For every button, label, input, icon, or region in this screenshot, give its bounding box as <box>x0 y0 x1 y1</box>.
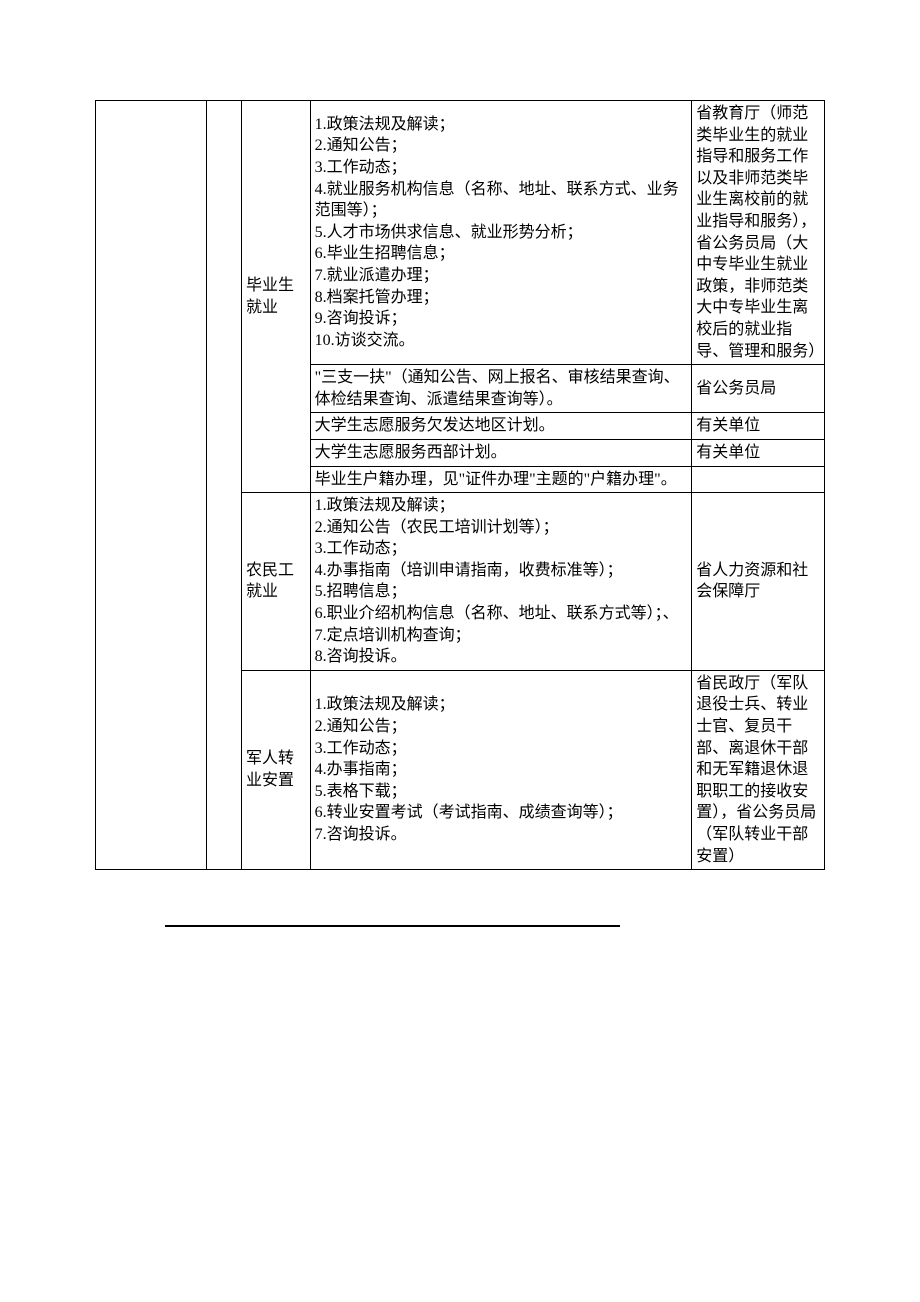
content-cell: "三支一扶"（通知公告、网上报名、审核结果查询、体检结果查询、派遣结果查询等）。 <box>310 365 692 413</box>
category-cell: 农民工就业 <box>242 493 311 671</box>
source-cell <box>692 466 825 493</box>
table-row: 毕业生就业 1.政策法规及解读； 2.通知公告； 3.工作动态； 4.就业服务机… <box>96 101 825 365</box>
content-cell: 1.政策法规及解读； 2.通知公告； 3.工作动态； 4.就业服务机构信息（名称… <box>310 101 692 365</box>
content-cell: 大学生志愿服务欠发达地区计划。 <box>310 413 692 440</box>
content-cell: 大学生志愿服务西部计划。 <box>310 439 692 466</box>
content-cell: 1.政策法规及解读； 2.通知公告； 3.工作动态； 4.办事指南； 5.表格下… <box>310 670 692 869</box>
source-cell: 省人力资源和社会保障厅 <box>692 493 825 671</box>
source-cell: 省公务员局 <box>692 365 825 413</box>
source-cell: 有关单位 <box>692 439 825 466</box>
content-cell: 毕业生户籍办理，见"证件办理"主题的"户籍办理"。 <box>310 466 692 493</box>
col2-merged <box>206 101 241 870</box>
source-cell: 有关单位 <box>692 413 825 440</box>
source-cell: 省民政厅（军队退役士兵、转业士官、复员干部、离退休干部和无军籍退休退职职工的接收… <box>692 670 825 869</box>
category-cell: 军人转业安置 <box>242 670 311 869</box>
policy-table: 毕业生就业 1.政策法规及解读； 2.通知公告； 3.工作动态； 4.就业服务机… <box>95 100 825 870</box>
col1-merged <box>96 101 207 870</box>
content-cell: 1.政策法规及解读； 2.通知公告（农民工培训计划等）； 3.工作动态； 4.办… <box>310 493 692 671</box>
source-cell: 省教育厅（师范类毕业生的就业指导和服务工作以及非师范类毕业生离校前的就业指导和服… <box>692 101 825 365</box>
category-cell: 毕业生就业 <box>242 101 311 493</box>
horizontal-divider <box>165 925 620 927</box>
